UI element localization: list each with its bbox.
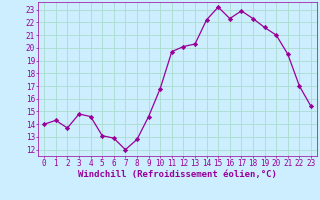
X-axis label: Windchill (Refroidissement éolien,°C): Windchill (Refroidissement éolien,°C): [78, 170, 277, 179]
